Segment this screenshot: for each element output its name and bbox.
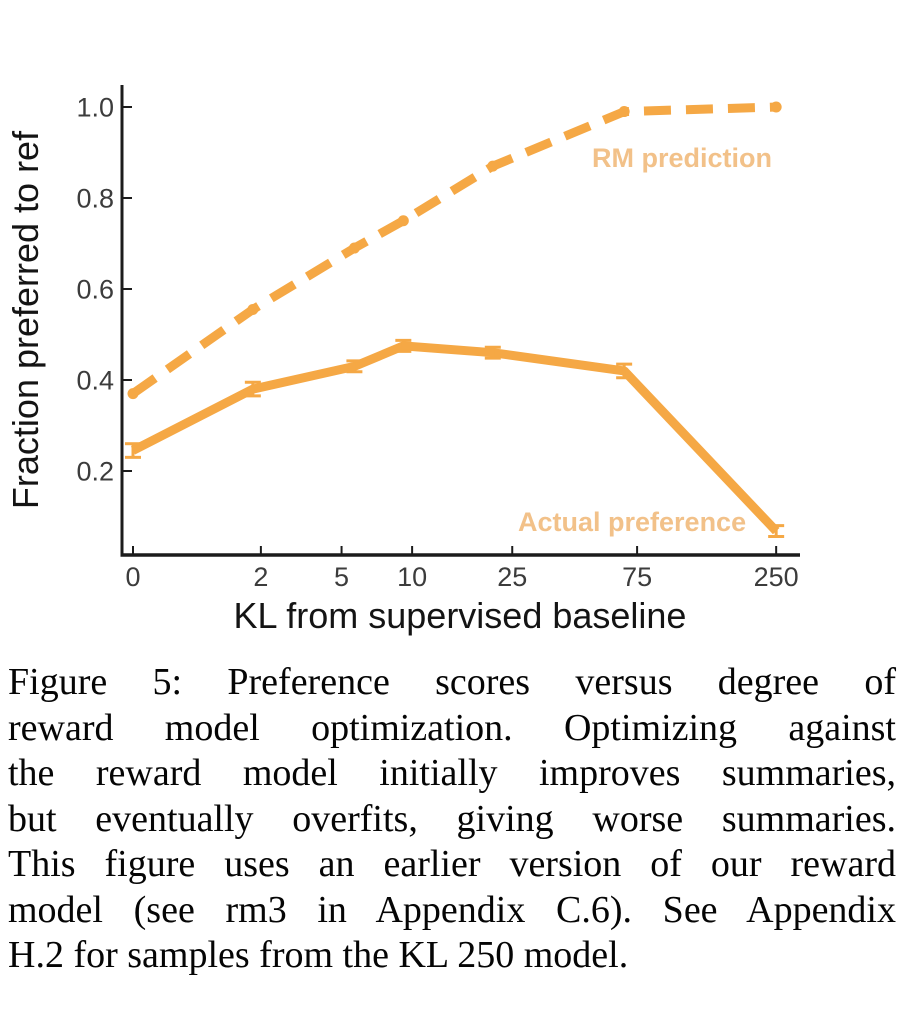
y-axis-title: Fraction preferred to ref	[5, 130, 46, 509]
data-point-marker	[487, 160, 499, 172]
caption-line: reward model optimization. Optimizing ag…	[8, 706, 896, 749]
x-tick-label: 250	[754, 562, 799, 592]
figure-5: Fraction preferred to ref KL from superv…	[5, 85, 896, 976]
preference-vs-kl-chart: Fraction preferred to ref KL from superv…	[5, 85, 800, 636]
figure-caption: Figure 5: Preference scores versus degre…	[8, 660, 896, 979]
y-tick-label: 0.6	[76, 275, 114, 305]
x-tick-label: 75	[622, 562, 652, 592]
data-point-marker	[397, 215, 409, 227]
caption-line: Figure 5: Preference scores versus degre…	[8, 661, 896, 703]
x-tick-label: 5	[334, 562, 349, 592]
plot-layer: 1.00.80.60.40.20 2 5 10 25 75 250	[76, 85, 800, 592]
x-axis-title: KL from supervised baseline	[234, 595, 687, 636]
data-point-marker	[127, 388, 139, 400]
y-tick-label: 0.8	[76, 184, 114, 214]
caption-line: H.2 for samples from the KL 250 model.	[8, 934, 629, 976]
x-tick-label: 0	[125, 562, 140, 592]
y-tick-label: 0.2	[76, 457, 114, 487]
y-tick-label: 0.4	[76, 366, 114, 396]
x-tick-label: 25	[497, 562, 527, 592]
y-tick-label: 1.0	[76, 93, 114, 123]
actual-preference-label: Actual preference	[518, 507, 746, 537]
data-point-marker	[348, 242, 360, 254]
rm-prediction-label: RM prediction	[592, 143, 772, 173]
data-point-marker	[770, 101, 782, 113]
caption-line: but eventually overfits, giving worse su…	[8, 797, 896, 840]
x-tick-label: 2	[253, 562, 268, 592]
data-point-marker	[618, 106, 630, 118]
caption-line: This figure uses an earlier version of o…	[8, 843, 896, 885]
actual-preference-line	[130, 341, 780, 535]
caption-line: the reward model initially improves summ…	[8, 752, 896, 794]
data-point-marker	[247, 303, 259, 315]
x-tick-label: 10	[397, 562, 427, 592]
caption-line: model (see rm3 in Appendix C.6). See App…	[8, 888, 896, 931]
